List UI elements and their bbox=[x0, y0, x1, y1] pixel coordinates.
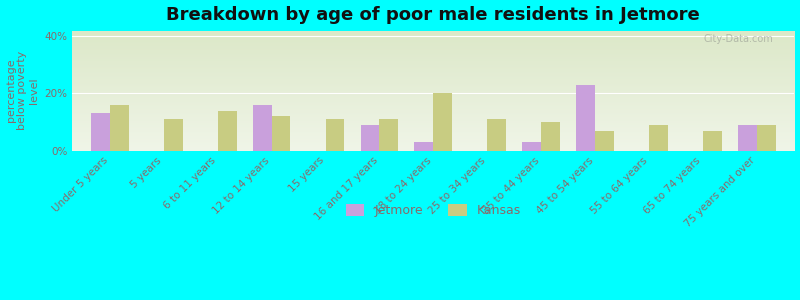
Bar bbox=[361, 125, 379, 151]
Bar bbox=[379, 119, 398, 151]
Bar bbox=[487, 119, 506, 151]
Bar bbox=[576, 85, 595, 151]
Bar bbox=[595, 130, 614, 151]
Bar bbox=[218, 111, 237, 151]
Bar bbox=[738, 125, 757, 151]
Bar bbox=[703, 130, 722, 151]
Bar bbox=[649, 125, 668, 151]
Bar bbox=[164, 119, 182, 151]
Bar bbox=[110, 105, 129, 151]
Text: City-Data.com: City-Data.com bbox=[703, 34, 773, 44]
Bar bbox=[91, 113, 110, 151]
Bar bbox=[522, 142, 541, 151]
Legend: Jetmore, Kansas: Jetmore, Kansas bbox=[341, 199, 526, 222]
Bar bbox=[326, 119, 344, 151]
Bar bbox=[541, 122, 560, 151]
Y-axis label: percentage
below poverty
level: percentage below poverty level bbox=[6, 51, 38, 130]
Title: Breakdown by age of poor male residents in Jetmore: Breakdown by age of poor male residents … bbox=[166, 6, 700, 24]
Bar bbox=[272, 116, 290, 151]
Bar bbox=[253, 105, 272, 151]
Bar bbox=[414, 142, 434, 151]
Bar bbox=[757, 125, 775, 151]
Bar bbox=[434, 94, 452, 151]
